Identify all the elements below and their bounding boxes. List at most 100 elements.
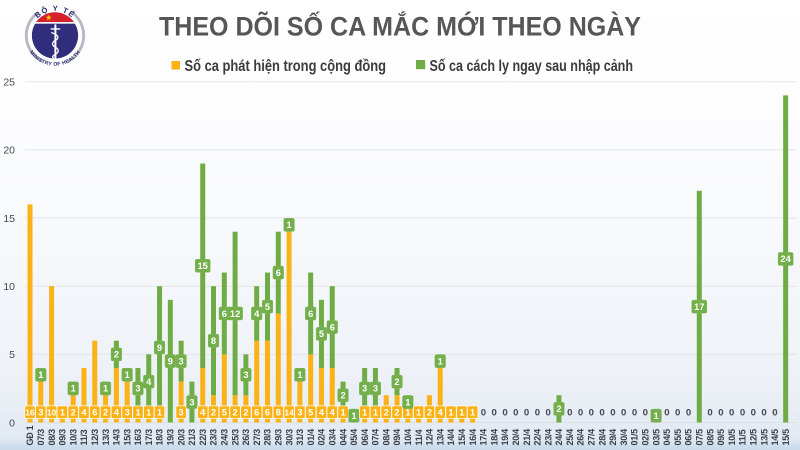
svg-text:4: 4 (146, 377, 152, 387)
svg-text:0: 0 (502, 407, 507, 418)
svg-text:0: 0 (675, 407, 680, 418)
svg-text:2: 2 (233, 408, 238, 418)
svg-text:12: 12 (230, 309, 240, 319)
svg-text:3: 3 (135, 384, 140, 394)
svg-text:15/4: 15/4 (457, 429, 467, 446)
svg-text:12/3: 12/3 (90, 429, 100, 446)
svg-text:0: 0 (686, 407, 691, 418)
svg-text:15: 15 (198, 261, 208, 271)
svg-text:4: 4 (330, 408, 336, 418)
svg-text:8: 8 (211, 336, 216, 346)
svg-text:0: 0 (621, 407, 626, 418)
svg-text:19/3: 19/3 (166, 429, 176, 446)
svg-text:9: 9 (168, 356, 173, 366)
svg-text:0: 0 (481, 407, 486, 418)
svg-text:1: 1 (297, 370, 302, 380)
svg-text:0: 0 (610, 407, 615, 418)
svg-text:0: 0 (643, 407, 648, 418)
svg-text:16: 16 (25, 408, 34, 418)
svg-text:2: 2 (556, 404, 561, 414)
svg-text:13/3: 13/3 (101, 429, 111, 446)
svg-text:1: 1 (341, 408, 346, 418)
svg-text:1: 1 (146, 408, 151, 418)
svg-text:6: 6 (92, 408, 97, 418)
svg-text:03/5: 03/5 (651, 429, 661, 446)
svg-text:10/5: 10/5 (727, 429, 737, 446)
svg-text:1: 1 (405, 397, 410, 407)
svg-text:1: 1 (448, 408, 453, 418)
svg-text:0: 0 (740, 407, 745, 418)
svg-text:1: 1 (405, 408, 410, 418)
svg-text:21/3: 21/3 (187, 429, 197, 446)
svg-text:05/4: 05/4 (349, 429, 359, 446)
svg-text:1: 1 (362, 408, 367, 418)
svg-text:24/4: 24/4 (554, 429, 564, 446)
svg-text:1: 1 (438, 356, 443, 366)
svg-text:6: 6 (222, 309, 227, 319)
svg-text:2: 2 (243, 408, 248, 418)
svg-text:11/3: 11/3 (79, 429, 89, 445)
svg-text:3: 3 (125, 408, 130, 418)
svg-text:1: 1 (287, 220, 292, 230)
svg-text:3: 3 (179, 356, 184, 366)
svg-text:2: 2 (384, 408, 389, 418)
svg-text:08/4: 08/4 (381, 429, 391, 446)
svg-text:1: 1 (470, 408, 475, 418)
svg-text:10: 10 (47, 408, 56, 418)
svg-text:0: 0 (567, 407, 572, 418)
svg-text:0: 0 (513, 407, 518, 418)
svg-text:17/3: 17/3 (144, 429, 154, 446)
svg-text:2: 2 (211, 408, 216, 418)
svg-text:22/3: 22/3 (198, 429, 208, 446)
svg-text:3: 3 (189, 397, 194, 407)
svg-text:25/3: 25/3 (230, 429, 240, 446)
svg-text:0: 0 (535, 407, 540, 418)
svg-text:0: 0 (707, 407, 712, 418)
svg-text:1: 1 (71, 384, 76, 394)
svg-text:11/5: 11/5 (738, 429, 748, 445)
svg-text:12/5: 12/5 (749, 429, 759, 446)
svg-text:25: 25 (3, 77, 15, 89)
svg-text:1: 1 (38, 370, 43, 380)
svg-text:13/4: 13/4 (435, 429, 445, 446)
svg-text:4: 4 (438, 408, 444, 418)
svg-text:15: 15 (3, 213, 15, 225)
svg-text:8: 8 (276, 408, 281, 418)
svg-text:28/3: 28/3 (263, 429, 273, 446)
svg-text:14: 14 (285, 408, 294, 418)
svg-text:17: 17 (694, 302, 704, 312)
svg-text:1: 1 (654, 411, 659, 421)
svg-text:2: 2 (341, 391, 346, 401)
svg-text:5: 5 (308, 408, 313, 418)
svg-text:27/4: 27/4 (587, 429, 597, 446)
svg-text:02/4: 02/4 (317, 429, 327, 446)
svg-text:20: 20 (3, 145, 15, 157)
svg-text:3: 3 (179, 408, 184, 418)
svg-text:5: 5 (222, 408, 227, 418)
svg-text:16/4: 16/4 (468, 429, 478, 446)
svg-text:22/4: 22/4 (533, 429, 543, 446)
svg-text:18/3: 18/3 (155, 429, 165, 446)
svg-text:6: 6 (330, 322, 335, 332)
svg-text:5: 5 (319, 329, 324, 339)
svg-text:1: 1 (157, 408, 162, 418)
svg-text:0: 0 (729, 407, 734, 418)
svg-text:31/3: 31/3 (295, 429, 305, 446)
svg-text:3: 3 (297, 408, 302, 418)
svg-text:29/3: 29/3 (274, 429, 284, 446)
svg-text:28/4: 28/4 (597, 429, 607, 446)
svg-text:3: 3 (373, 384, 378, 394)
svg-text:3: 3 (38, 408, 43, 418)
svg-text:THEO DÕI SỐ CA MẮC MỚI THEO NG: THEO DÕI SỐ CA MẮC MỚI THEO NGÀY (159, 11, 641, 41)
svg-text:30/4: 30/4 (619, 429, 629, 446)
svg-text:03/4: 03/4 (328, 429, 338, 446)
svg-text:01/5: 01/5 (630, 429, 640, 446)
svg-text:20/4: 20/4 (511, 429, 521, 446)
svg-text:0: 0 (546, 407, 551, 418)
svg-text:0: 0 (664, 407, 669, 418)
svg-text:09/5: 09/5 (716, 429, 726, 446)
svg-text:Số ca cách ly ngay sau nhập cả: Số ca cách ly ngay sau nhập cảnh (430, 58, 634, 75)
svg-text:2: 2 (394, 377, 399, 387)
svg-text:07/5: 07/5 (695, 429, 705, 446)
svg-text:4: 4 (319, 408, 325, 418)
